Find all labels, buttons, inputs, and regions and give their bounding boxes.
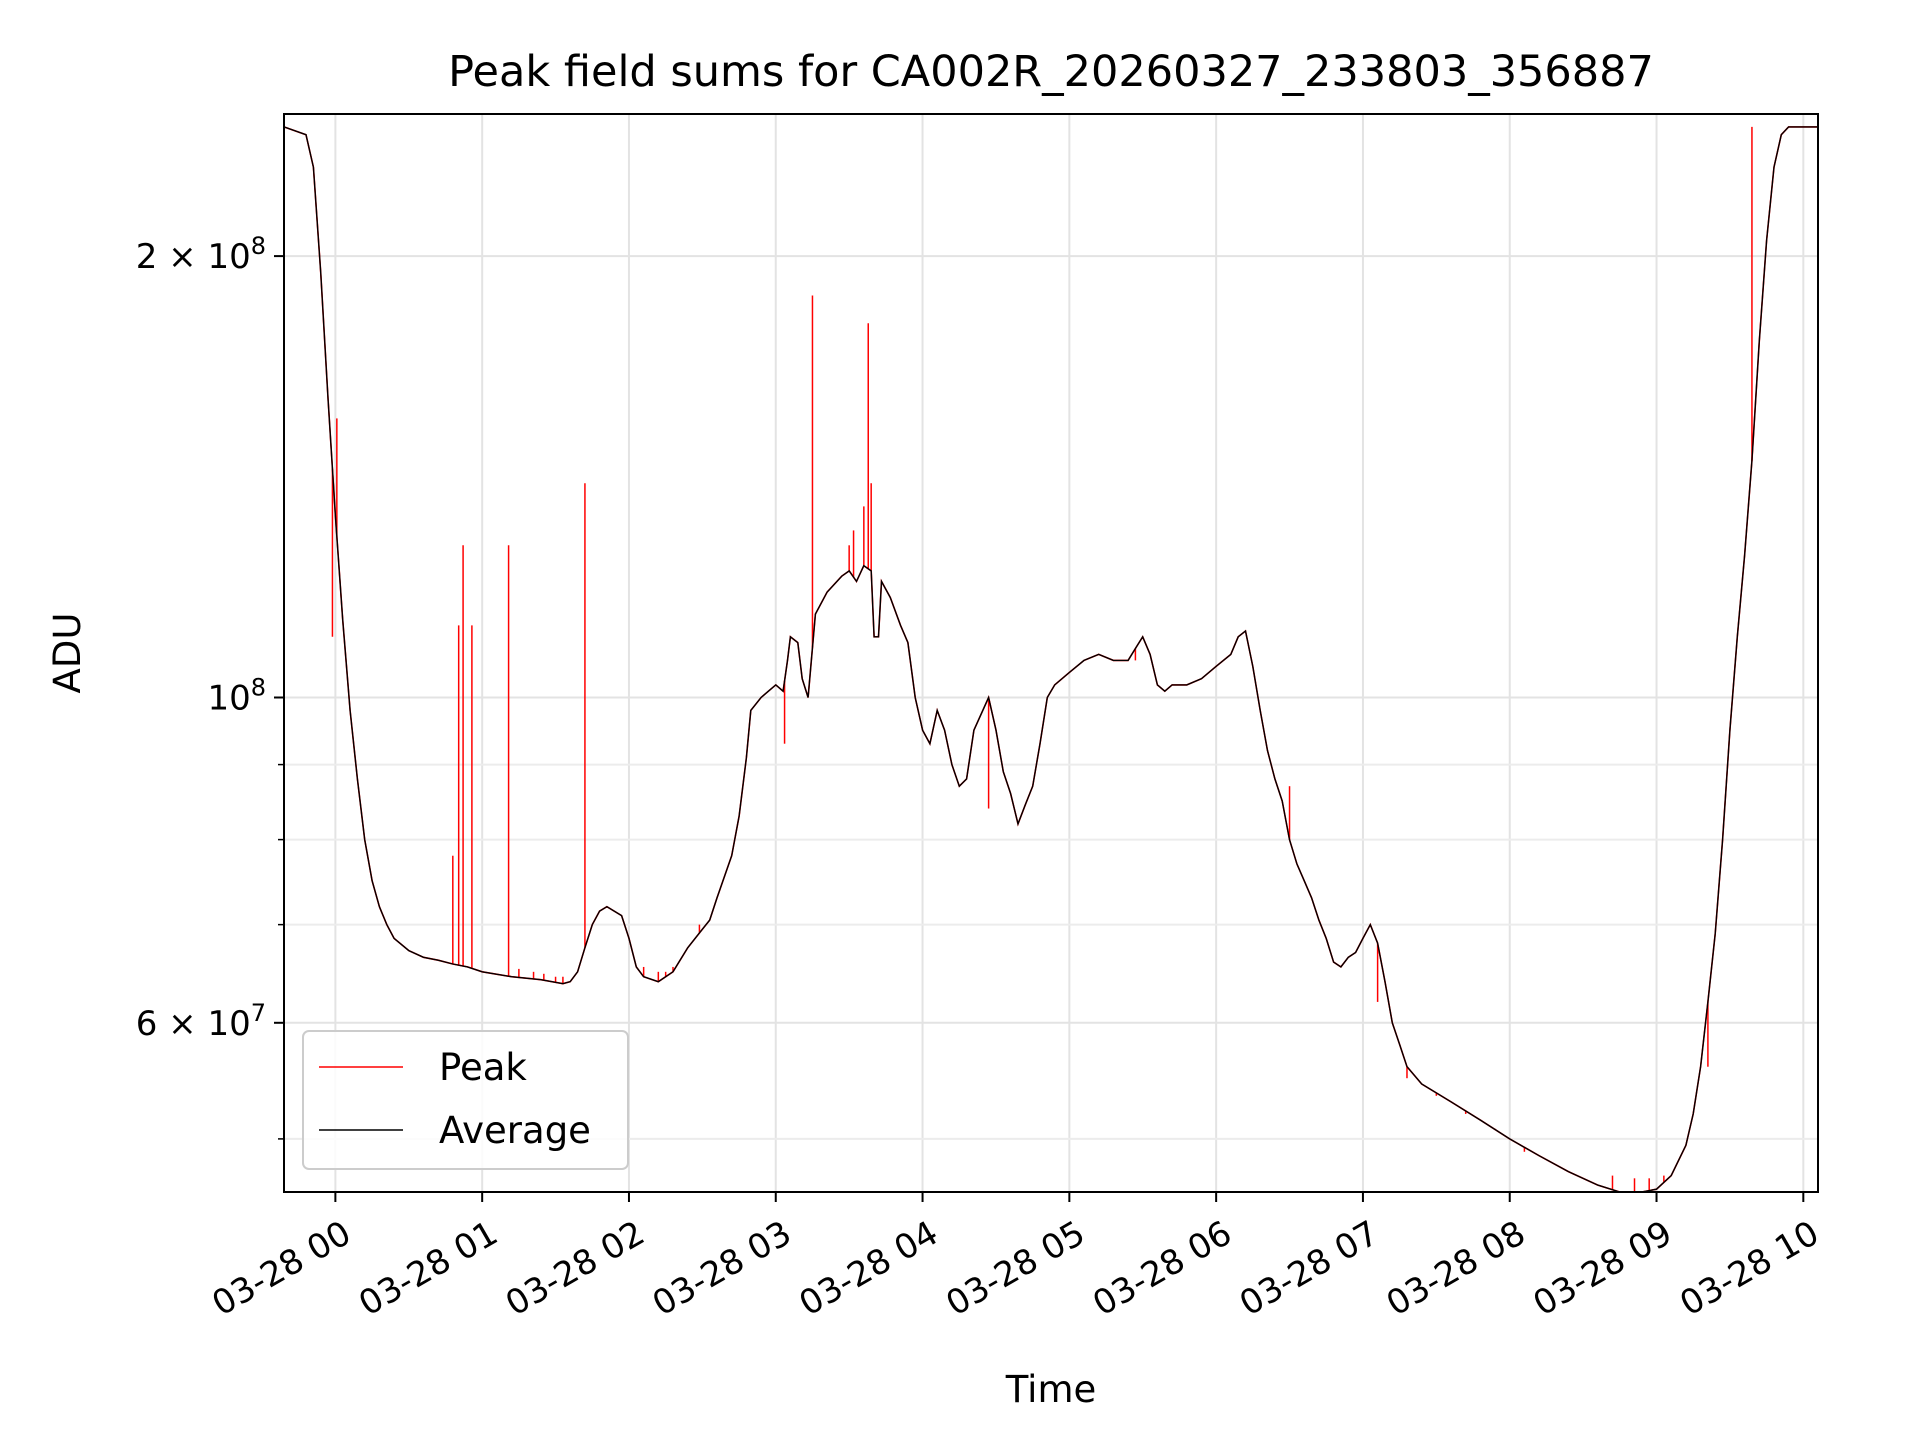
grid [284, 114, 1818, 1192]
x-tick-label: 03-28 03 [646, 1213, 798, 1324]
legend-peak-label: Peak [439, 1046, 527, 1089]
x-tick-label: 03-28 10 [1673, 1213, 1825, 1324]
chart-title: Peak field sums for CA002R_20260327_2338… [448, 47, 1654, 97]
y-tick-label: 2 × 108 [136, 232, 266, 277]
y-tick-label: 6 × 107 [136, 999, 266, 1044]
y-axis: 6 × 107 108 2 × 108 [136, 232, 284, 1140]
plot-series [284, 126, 1818, 1192]
x-tick-label: 03-28 01 [352, 1213, 504, 1324]
plot-frame [283, 113, 1819, 1193]
legend: Peak Average [302, 1030, 629, 1170]
x-tick-label: 03-28 08 [1380, 1213, 1532, 1324]
x-axis-label: Time [1005, 1368, 1097, 1411]
average-series-line [284, 126, 1818, 1192]
x-tick-label: 03-28 06 [1086, 1213, 1238, 1324]
y-axis-label: ADU [46, 613, 89, 694]
x-tick-label: 03-28 00 [205, 1213, 357, 1324]
x-tick-label: 03-28 02 [499, 1213, 651, 1324]
x-tick-label: 03-28 09 [1527, 1213, 1679, 1324]
legend-box [302, 1030, 629, 1170]
x-tick-label: 03-28 07 [1233, 1213, 1385, 1324]
y-tick-label: 108 [207, 674, 266, 719]
x-tick-label: 03-28 05 [939, 1213, 1091, 1324]
legend-average-label: Average [439, 1109, 591, 1152]
x-tick-label: 03-28 04 [793, 1213, 945, 1324]
